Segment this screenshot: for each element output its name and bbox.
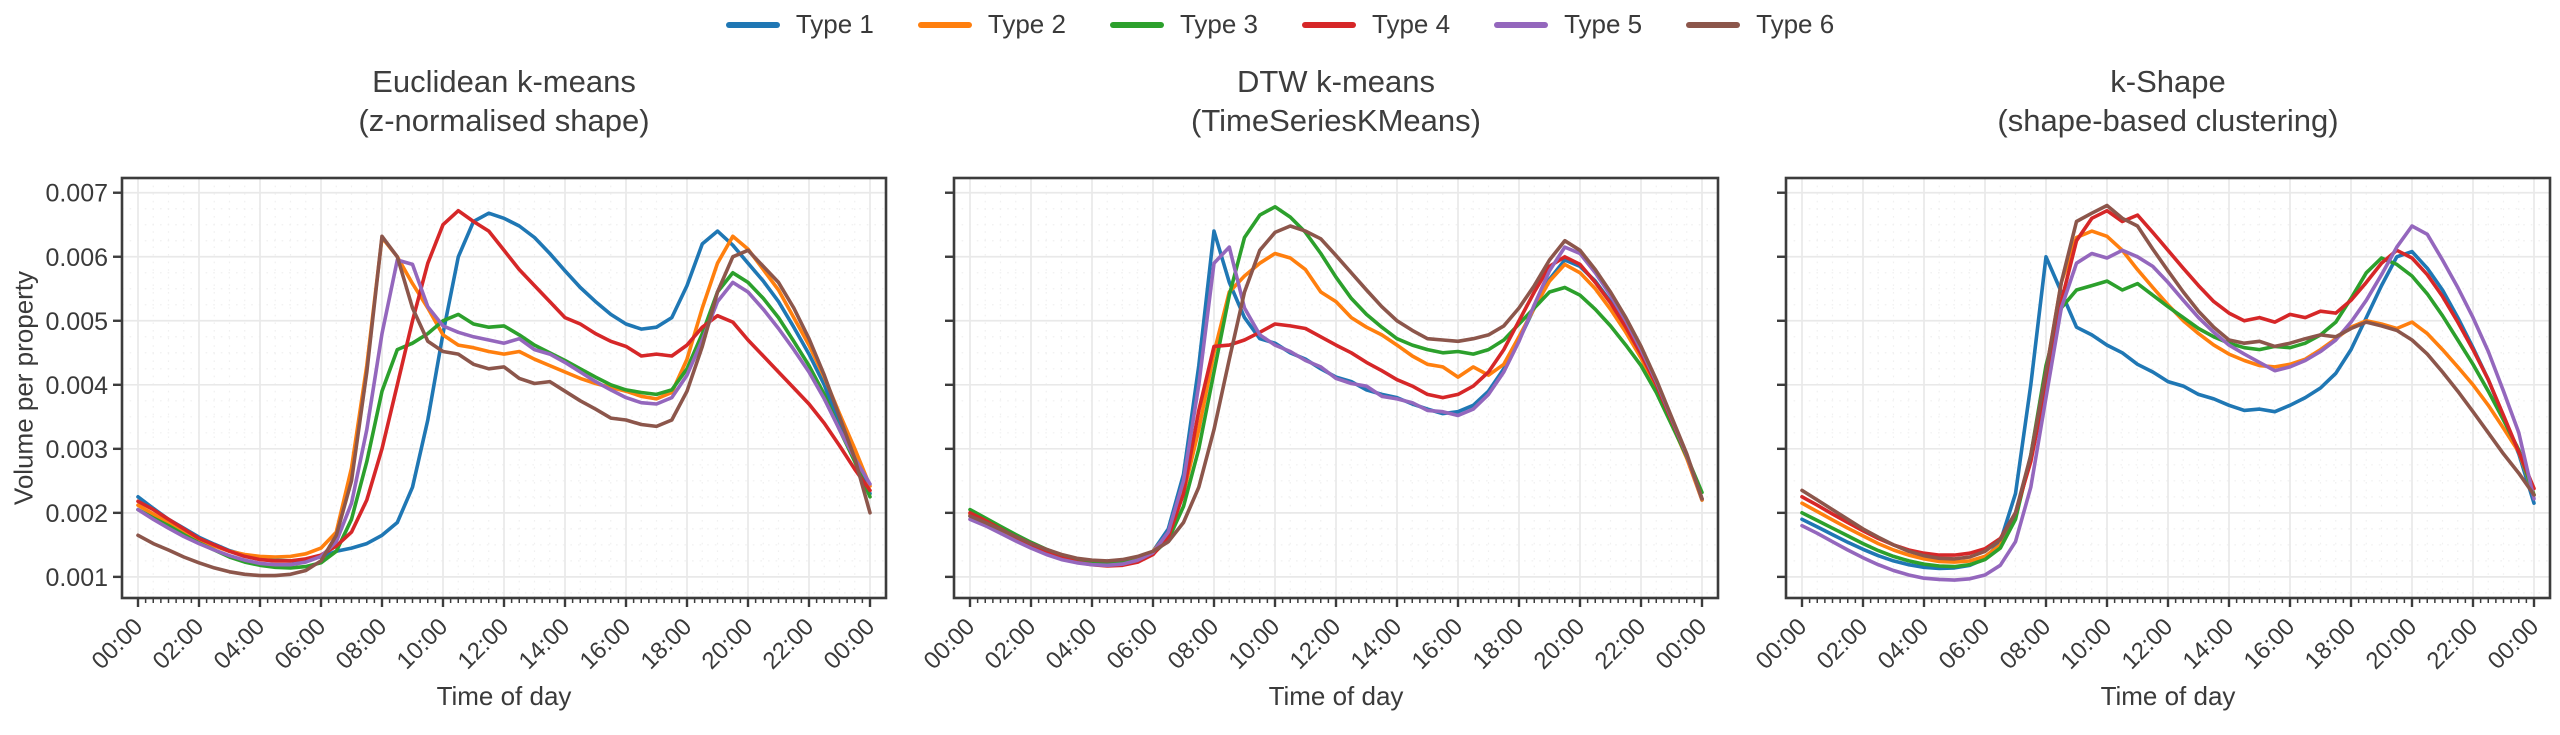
x-tick-label: 14:00: [514, 613, 576, 675]
x-tick-label: 10:00: [392, 613, 454, 675]
panel-title-line: DTW k-means: [1236, 64, 1436, 99]
x-tick-label: 00:00: [819, 613, 881, 675]
panel-kshape: 00:00 02:00 04:00 06:00 08:00 10:00 12:00 14:00…: [1751, 176, 2552, 675]
panel-title-euclidean: Euclidean k-means (z-normalised shape): [358, 62, 649, 140]
series-line-type-6: [1800, 203, 2536, 561]
panel-title-kshape: k-Shape (shape-based clustering): [1997, 62, 2338, 140]
y-tick-label: 0.005: [45, 308, 108, 336]
legend-swatch-type-1: [725, 21, 780, 28]
x-tick-label: 14:00: [2178, 613, 2240, 675]
legend: Type 1 Type 2 Type 3 Type 4 Type 5 Type 6: [0, 9, 2560, 40]
series-line-type-5: [1800, 224, 2536, 582]
legend-swatch-type-6: [1686, 21, 1741, 28]
legend-swatch-type-5: [1494, 21, 1549, 28]
x-tick-label: 16:00: [575, 613, 637, 675]
legend-label-type-5: Type 5: [1564, 9, 1643, 39]
y-tick-label: 0.002: [45, 500, 108, 528]
x-tick-label: 14:00: [1346, 613, 1408, 675]
x-tick-label: 16:00: [2239, 613, 2301, 675]
x-tick-label: 06:00: [270, 613, 332, 675]
x-tick-label: 12:00: [2117, 613, 2179, 675]
x-tick-label: 06:00: [1102, 613, 1164, 675]
x-tick-label: 16:00: [1407, 613, 1469, 675]
x-tick-label: 18:00: [636, 613, 698, 675]
x-tick-label: 12:00: [453, 613, 515, 675]
panel-title-dtw: DTW k-means (TimeSeriesKMeans): [1191, 62, 1481, 140]
x-tick-label: 22:00: [2422, 613, 2484, 675]
series-line-type-3: [968, 205, 1704, 566]
x-axis-label-panel-1: Time of day: [436, 681, 572, 711]
x-tick-label: 10:00: [2056, 613, 2118, 675]
x-tick-label: 02:00: [148, 613, 210, 675]
series-line-type-4: [1800, 208, 2536, 557]
series-line-type-3: [136, 271, 872, 570]
x-tick-label: 22:00: [758, 613, 820, 675]
x-tick-label: 20:00: [2361, 613, 2423, 675]
legend-item-type-5: Type 5: [1494, 9, 1642, 40]
panel-title-line: (shape-based clustering): [1997, 103, 2339, 138]
legend-item-type-3: Type 3: [1109, 9, 1258, 40]
x-tick-label: 18:00: [1468, 613, 1530, 675]
legend-label-type-4: Type 4: [1372, 9, 1451, 39]
panel-title-line: Euclidean k-means: [372, 64, 636, 99]
x-tick-label: 04:00: [1873, 613, 1935, 675]
legend-swatch-type-3: [1109, 21, 1164, 28]
x-tick-label: 12:00: [1285, 613, 1347, 675]
series-line-type-5: [136, 258, 872, 567]
panel-title-line: k-Shape: [2110, 64, 2226, 99]
legend-item-type-6: Type 6: [1686, 9, 1834, 40]
legend-label-type-2: Type 2: [987, 9, 1066, 39]
legend-item-type-4: Type 4: [1302, 9, 1450, 40]
x-axis-label-panel-2: Time of day: [1268, 681, 1404, 711]
y-tick-label: 0.001: [45, 564, 108, 592]
legend-label-type-6: Type 6: [1756, 9, 1835, 39]
series-line-type-1: [1800, 249, 2536, 571]
x-tick-label: 00:00: [1651, 613, 1713, 675]
legend-label-type-3: Type 3: [1179, 9, 1258, 39]
series-line-type-4: [136, 208, 872, 563]
x-tick-label: 00:00: [2483, 613, 2545, 675]
series-line-type-6: [136, 234, 872, 578]
y-axis-label: Volume per property: [8, 270, 39, 506]
x-tick-label: 04:00: [209, 613, 271, 675]
x-tick-label: 02:00: [980, 613, 1042, 675]
x-tick-label: 00:00: [1751, 613, 1813, 675]
y-tick-label: 0.004: [45, 372, 108, 400]
x-tick-label: 08:00: [331, 613, 393, 675]
series-line-type-5: [968, 245, 1704, 568]
x-tick-label: 00:00: [919, 613, 981, 675]
x-tick-label: 04:00: [1041, 613, 1103, 675]
x-tick-label: 20:00: [1529, 613, 1591, 675]
series-line-type-3: [1800, 256, 2536, 569]
legend-item-type-2: Type 2: [917, 9, 1066, 40]
panel-title-line: (TimeSeriesKMeans): [1191, 103, 1481, 138]
y-tick-label: 0.003: [45, 436, 108, 464]
panel-dtw-kmeans: 00:00 02:00 04:00 06:00 08:00 10:00 12:00 14:00…: [919, 176, 1720, 675]
x-tick-label: 08:00: [1995, 613, 2057, 675]
x-tick-label: 20:00: [697, 613, 759, 675]
legend-swatch-type-2: [917, 21, 972, 28]
x-tick-label: 08:00: [1163, 613, 1225, 675]
x-tick-label: 02:00: [1812, 613, 1874, 675]
y-tick-label: 0.006: [45, 244, 108, 272]
series-line-type-6: [968, 224, 1704, 563]
y-tick-label: 0.007: [45, 180, 108, 208]
panel-euclidean-kmeans: 0.001 0.002 0.003 0.004 0.005 0.006 0.007 00:00…: [45, 176, 888, 675]
x-tick-label: 18:00: [2300, 613, 2362, 675]
x-tick-label: 06:00: [1934, 613, 1996, 675]
x-tick-label: 10:00: [1224, 613, 1286, 675]
legend-label-type-1: Type 1: [795, 9, 874, 39]
x-axis-label-panel-3: Time of day: [2100, 681, 2236, 711]
panel-title-line: (z-normalised shape): [358, 103, 650, 138]
legend-swatch-type-4: [1302, 21, 1356, 28]
x-tick-label: 00:00: [87, 613, 149, 675]
x-tick-label: 22:00: [1590, 613, 1652, 675]
legend-item-type-1: Type 1: [725, 9, 874, 40]
